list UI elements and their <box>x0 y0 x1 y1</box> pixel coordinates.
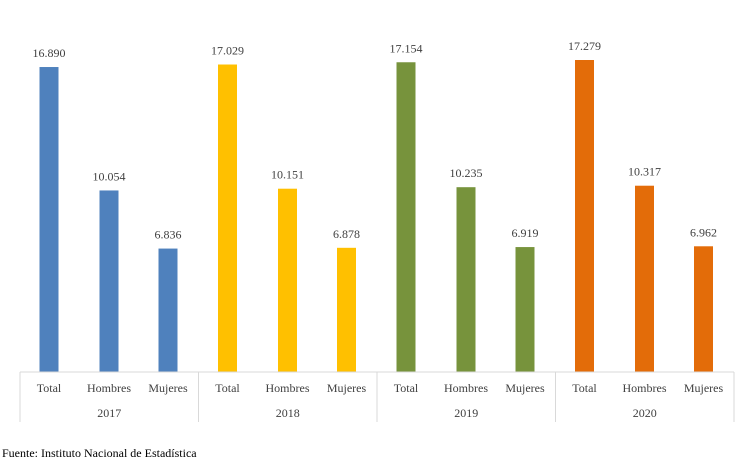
data-label-2018-total: 17.029 <box>211 44 244 58</box>
bar-2017-mujeres <box>158 248 178 372</box>
data-label-2020-hombres: 10.317 <box>628 165 661 179</box>
bar-2020-hombres <box>635 185 654 372</box>
bar-2018-total <box>218 64 237 372</box>
data-label-2017-hombres: 10.054 <box>93 169 126 183</box>
data-label-2020-mujeres: 6.962 <box>690 225 717 239</box>
bar-chart: 16.890 10.054 6.836 17.029 10.151 6.878 17.154… <box>19 39 735 422</box>
category-label-2019-mujeres: Mujeres <box>505 381 545 395</box>
data-label-2020-total: 17.279 <box>568 39 601 53</box>
group-label-2020: 2020 <box>633 406 657 420</box>
data-label-2019-mujeres: 6.919 <box>512 226 539 240</box>
category-label-2017-hombres: Hombres <box>87 381 131 395</box>
bar-2020-total <box>575 60 594 372</box>
labels-layer: 16.890 10.054 6.836 17.029 10.151 6.878 17.154… <box>33 39 718 242</box>
bar-2019-hombres <box>456 187 476 372</box>
category-label-2019-hombres: Hombres <box>444 381 488 395</box>
category-label-2020-total: Total <box>572 381 597 395</box>
data-label-2017-total: 16.890 <box>33 46 66 60</box>
bar-2019-mujeres <box>515 247 535 372</box>
bars-layer <box>39 60 713 372</box>
source-note: Fuente: Instituto Nacional de Estadístic… <box>2 446 197 460</box>
bar-2018-mujeres <box>337 247 356 372</box>
bar-2017-total <box>39 67 59 372</box>
group-label-2018: 2018 <box>276 406 300 420</box>
group-label-2019: 2019 <box>454 406 478 420</box>
bar-2020-mujeres <box>694 246 713 372</box>
data-label-2017-mujeres: 6.836 <box>155 228 182 242</box>
category-label-2020-hombres: Hombres <box>623 381 667 395</box>
category-label-2020-mujeres: Mujeres <box>684 381 724 395</box>
bar-2019-total <box>396 62 416 372</box>
data-label-2018-hombres: 10.151 <box>271 168 304 182</box>
category-axis: Total Hombres Mujeres 2017 Total Hombres Mujer… <box>19 371 735 422</box>
category-label-2017-mujeres: Mujeres <box>148 381 188 395</box>
data-label-2018-mujeres: 6.878 <box>333 227 360 241</box>
data-label-2019-total: 17.154 <box>390 41 423 55</box>
group-label-2017: 2017 <box>97 406 121 420</box>
bar-2017-hombres <box>99 190 119 372</box>
bar-2018-hombres <box>278 188 297 372</box>
category-label-2018-mujeres: Mujeres <box>327 381 367 395</box>
category-label-2018-hombres: Hombres <box>266 381 310 395</box>
category-label-2017-total: Total <box>37 381 62 395</box>
category-label-2019-total: Total <box>394 381 419 395</box>
category-label-2018-total: Total <box>215 381 240 395</box>
data-label-2019-hombres: 10.235 <box>450 166 483 180</box>
